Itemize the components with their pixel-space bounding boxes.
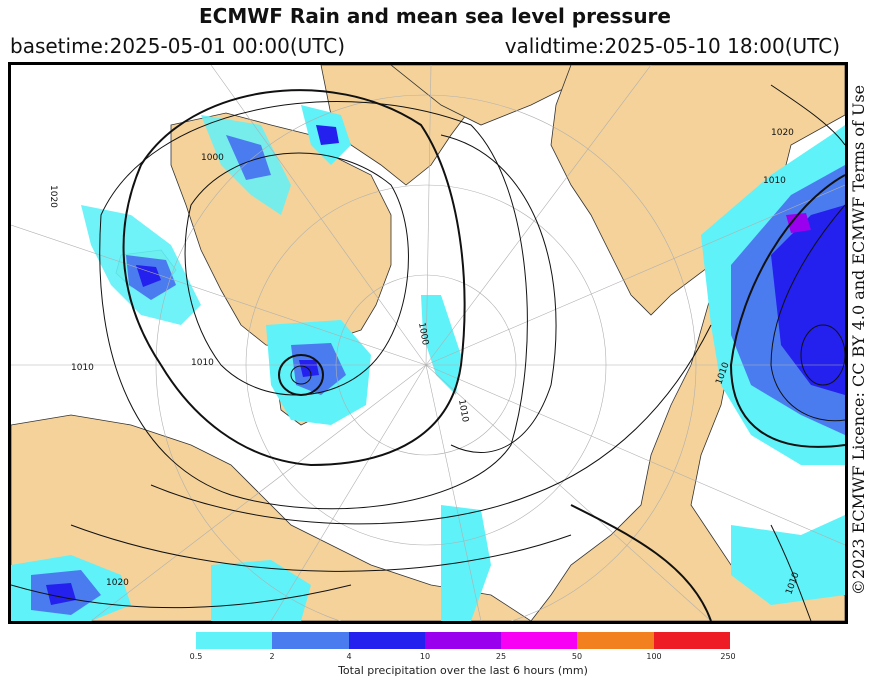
isobar-1020-northeast [770,84,845,146]
precip-greenland-east-heavy [226,135,271,180]
basetime-label: basetime:2025-05-01 00:00(UTC) [10,34,346,58]
isobar-label: 1000 [416,322,430,347]
legend-swatch [424,632,502,649]
isobar-east-low-outer [729,174,845,448]
isobar-1010-bottom [70,524,572,572]
isobars [11,84,845,621]
precip-east-band-core [786,213,811,233]
legend-caption: Total precipitation over the last 6 hour… [338,664,588,677]
isobar-east-low-inner [800,324,845,386]
precip-europe-south-core [46,583,76,605]
isobar-1010-long [150,324,712,525]
precip-bottom-mid [441,505,491,621]
isobar-1000-west [184,152,409,396]
legend-swatch [348,632,425,649]
licence-credit: ©2023 ECMWF Licence: CC BY 4.0 and ECMWF… [849,84,868,596]
isobar-label: 1020 [48,185,58,208]
legend-tick: 25 [495,652,507,661]
isobar-label: 1010 [71,363,94,373]
legend-swatch [196,632,273,649]
isobar-label: 1010 [763,176,786,186]
legend-tick: 50 [571,652,583,661]
legend-tick: 250 [720,652,736,661]
isobar-label: 1020 [106,578,129,588]
graticule [11,65,845,621]
map-title: ECMWF Rain and mean sea level pressure [199,4,671,28]
weather-map: 1020 1010 1000 1020 1010 1010 1000 1020 … [8,62,848,624]
precip-svalbard-core [299,360,319,377]
isobar-1020-bottom [11,584,352,609]
precipitation-areas [11,105,845,621]
precip-east-band-heavy [771,205,845,395]
legend-swatch [501,632,578,649]
isobar-label: 1000 [201,153,224,163]
precip-greenland-west-core [136,265,161,287]
isobar-1010-east [570,504,712,621]
isobar-1020-west [99,101,528,510]
legend-swatch [272,632,349,649]
precip-bottom-right [731,515,845,605]
landmass-island-north [390,65,572,126]
isobar-svalbard-low-inner [290,365,312,385]
legend-tick: 10 [419,652,431,661]
precip-north-pole-core [316,125,339,145]
legend-color-bar [196,632,730,649]
legend-swatch [653,632,730,649]
precip-bottom-center [211,560,311,621]
isobar-svalbard-low [278,354,324,396]
isobar-1010-center [440,134,557,453]
isobar-east-low-mid [770,204,845,422]
precipitation-legend: 0.5 2 4 10 25 50 100 250 Total precipita… [190,632,736,677]
isobar-label: 1010 [191,358,214,368]
legend-tick: 100 [646,652,662,661]
landmass-north-america [550,65,845,316]
validtime-label: validtime:2025-05-10 18:00(UTC) [504,34,840,58]
isobar-label: 1010 [456,399,470,424]
isobar-1010-southeast [770,524,812,621]
legend-swatch [577,632,654,649]
map-canvas: 1020 1010 1000 1020 1010 1010 1000 1020 … [11,65,845,621]
landmass-siberia [530,293,845,621]
legend-tick: 4 [346,652,352,661]
isobar-1010-west [122,89,466,467]
legend-tick: 2 [269,652,275,661]
isobar-label: 1020 [771,128,794,138]
legend-tick: 0.5 [189,652,203,661]
